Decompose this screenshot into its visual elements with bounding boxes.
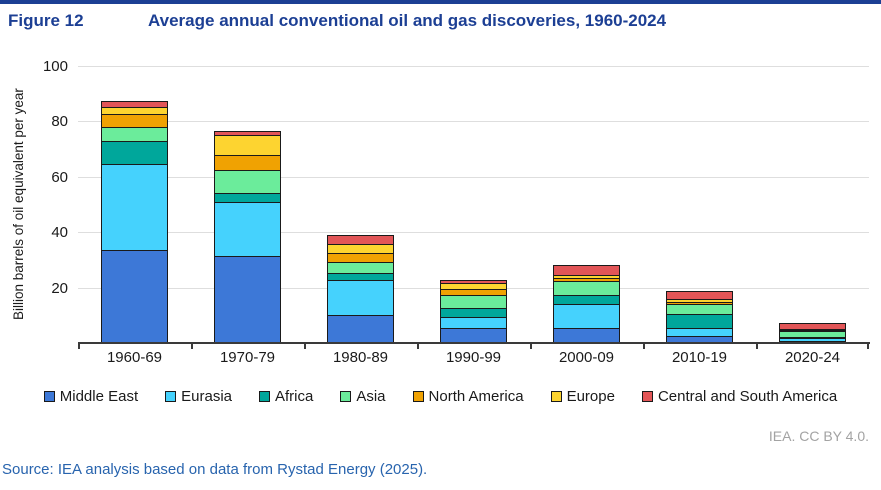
bar-segment: [553, 303, 620, 330]
gridline-60: [78, 176, 869, 178]
stacked-bar-2000-09: [553, 265, 620, 343]
bar-segment: [553, 328, 620, 343]
y-tick-label-40: 40: [51, 224, 68, 242]
x-label-2000-09: 2000-09: [558, 349, 615, 366]
legend-swatch-icon: [412, 391, 424, 402]
legend-label: North America: [428, 388, 524, 405]
stacked-bar-2020-24: [779, 323, 846, 343]
bar-slot-1980-89: [304, 66, 417, 343]
x-axis-tick: [304, 344, 306, 349]
legend-label: Europe: [566, 388, 615, 405]
bar-slot-1970-79: [191, 66, 304, 343]
bar-segment: [214, 154, 281, 171]
legend-label: Central and South America: [657, 388, 838, 405]
x-axis-line: [78, 342, 870, 344]
x-label-2020-24: 2020-24: [784, 349, 841, 366]
legend-item-eurasia: Eurasia: [165, 388, 232, 405]
gridline-100: [78, 66, 869, 67]
x-axis-tick: [78, 344, 80, 349]
bar-segment: [101, 250, 168, 343]
x-label-1980-89: 1980-89: [332, 349, 389, 366]
attribution-text: IEA. CC BY 4.0.: [768, 428, 869, 444]
bar-segment: [327, 315, 394, 343]
y-axis-title: Billion barrels of oil equivalent per ye…: [11, 88, 26, 321]
x-label-2010-19: 2010-19: [671, 349, 728, 366]
bar-segment: [101, 141, 168, 165]
stacked-bar-1970-79: [214, 131, 281, 343]
bar-segment: [440, 328, 507, 343]
x-axis-tick: [417, 344, 419, 349]
bar-slot-2010-19: [643, 66, 756, 343]
legend-item-africa: Africa: [259, 388, 313, 405]
y-tick-label-20: 20: [51, 279, 68, 297]
x-axis-tick: [191, 344, 193, 349]
header-rule: [0, 0, 881, 4]
bar-segment: [101, 126, 168, 143]
stacked-bar-1990-99: [440, 279, 507, 343]
x-axis-tick: [756, 344, 758, 349]
legend-item-middle-east: Middle East: [43, 388, 139, 405]
x-label-1960-69: 1960-69: [106, 349, 163, 366]
bar-segment: [440, 295, 507, 309]
legend-swatch-icon: [550, 391, 562, 402]
stacked-bar-2010-19: [666, 291, 733, 343]
legend-label: Africa: [275, 388, 314, 405]
legend-item-europe: Europe: [550, 388, 615, 405]
stacked-bar-1960-69: [101, 101, 168, 343]
legend-swatch-icon: [641, 391, 653, 402]
legend-swatch-icon: [165, 391, 177, 402]
bar-slots: [78, 66, 869, 343]
bar-slot-1960-69: [78, 66, 191, 343]
figure-title: Average annual conventional oil and gas …: [148, 11, 667, 30]
x-axis-tick: [530, 344, 532, 349]
bar-segment: [101, 163, 168, 252]
bar-segment: [214, 169, 281, 195]
legend-label: Eurasia: [181, 388, 232, 405]
bar-segment: [666, 314, 733, 329]
legend-swatch-icon: [340, 391, 352, 402]
x-label-1970-79: 1970-79: [219, 349, 276, 366]
bar-segment: [214, 134, 281, 156]
bar-segment: [327, 280, 394, 317]
legend-item-asia: Asia: [340, 388, 386, 405]
x-axis-tick: [867, 344, 869, 349]
legend-label: Middle East: [59, 388, 139, 405]
legend-item-north-america: North America: [412, 388, 524, 405]
stacked-bar-1980-89: [327, 235, 394, 343]
gridline-80: [78, 121, 869, 123]
y-tick-label-100: 100: [42, 58, 68, 75]
bar-segment: [101, 114, 168, 128]
gridline-40: [78, 232, 869, 234]
plot-area: [78, 66, 869, 343]
y-tick-label-80: 80: [51, 113, 68, 131]
legend: Middle East Eurasia Africa Asia North Americ…: [0, 388, 881, 405]
source-text: Source: IEA analysis based on data from …: [2, 461, 428, 478]
y-tick-label-60: 60: [51, 168, 68, 186]
figure-label: Figure 12: [8, 11, 84, 30]
x-axis-labels: 1960-69 1970-79 1980-89 1990-99 2000-09 2010-…: [78, 349, 869, 366]
bar-slot-1990-99: [417, 66, 530, 343]
legend-swatch-icon: [259, 391, 270, 402]
legend-label: Asia: [356, 388, 386, 405]
bar-segment: [214, 256, 281, 343]
bar-segment: [553, 281, 620, 296]
bar-segment: [214, 202, 281, 258]
legend-swatch-icon: [43, 391, 55, 402]
bar-slot-2000-09: [530, 66, 643, 343]
bar-slot-2020-24: [756, 66, 869, 343]
x-label-1990-99: 1990-99: [445, 349, 502, 366]
legend-item-central-and-south-america: Central and South America: [641, 388, 838, 405]
x-axis-tick: [643, 344, 645, 349]
